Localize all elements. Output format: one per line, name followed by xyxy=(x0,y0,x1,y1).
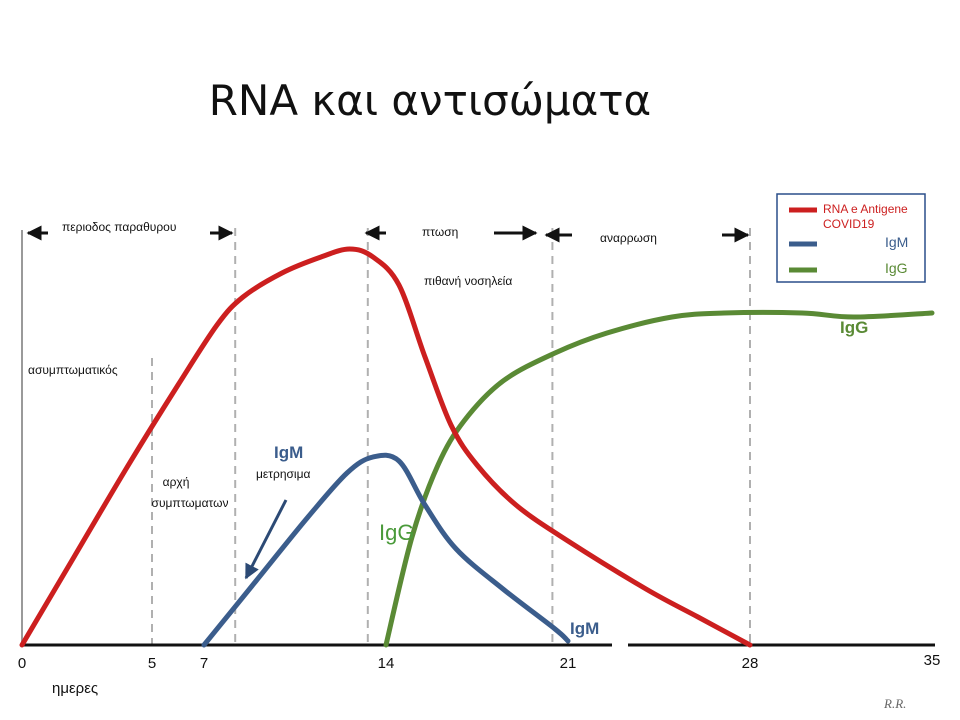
x-axis-label: ημερες xyxy=(52,680,98,697)
x-tick-28: 28 xyxy=(742,655,759,672)
x-tick-14: 14 xyxy=(378,655,395,672)
x-tick-5: 5 xyxy=(148,655,156,672)
series-layer xyxy=(19,246,935,648)
label-igg-right: IgG xyxy=(840,318,868,337)
x-tick-21: 21 xyxy=(560,655,577,672)
annotation-decline: πτωση xyxy=(422,225,458,239)
chart-title: RNA και αντισώματα xyxy=(209,76,652,125)
x-tick-0: 0 xyxy=(18,655,26,672)
signature: R.R. xyxy=(883,696,906,711)
annotation-asymptomatic: ασυμπτωματικός xyxy=(28,363,118,377)
igm-pointer-arrow xyxy=(244,499,288,580)
annotation-recovery: αναρρωση xyxy=(600,231,657,245)
annotation-window-period: περιοδος παραθυρου xyxy=(62,220,176,234)
legend: RNA e Antigene COVID19 IgM IgG xyxy=(776,193,926,283)
annotation-symptom-onset-1: αρχή xyxy=(163,475,190,489)
annotation-igm-measurable: μετρησιμα xyxy=(256,467,310,481)
legend-label-igm: IgM xyxy=(885,234,908,250)
phase-dashed-lines xyxy=(151,228,751,645)
label-igm-start: IgM xyxy=(274,443,303,462)
label-igg-mid: IgG xyxy=(379,520,414,545)
label-igm-end: IgM xyxy=(570,619,599,638)
legend-label-rna-2: COVID19 xyxy=(823,217,875,231)
series-line-igg xyxy=(383,309,935,648)
series-line-igm xyxy=(201,452,571,648)
x-tick-labels: 0 5 7 14 21 28 35 xyxy=(18,652,941,672)
annotation-symptom-onset-2: συμπτωματων xyxy=(152,496,229,510)
series-line-rna xyxy=(19,246,753,648)
legend-label-igg: IgG xyxy=(885,260,908,276)
x-tick-7: 7 xyxy=(200,655,208,672)
x-tick-35: 35 xyxy=(924,652,941,669)
legend-label-rna-1: RNA e Antigene xyxy=(823,202,908,216)
annotation-possible-hospitalization: πιθανή νοσηλεία xyxy=(424,274,512,288)
phase-arrows xyxy=(26,225,750,243)
